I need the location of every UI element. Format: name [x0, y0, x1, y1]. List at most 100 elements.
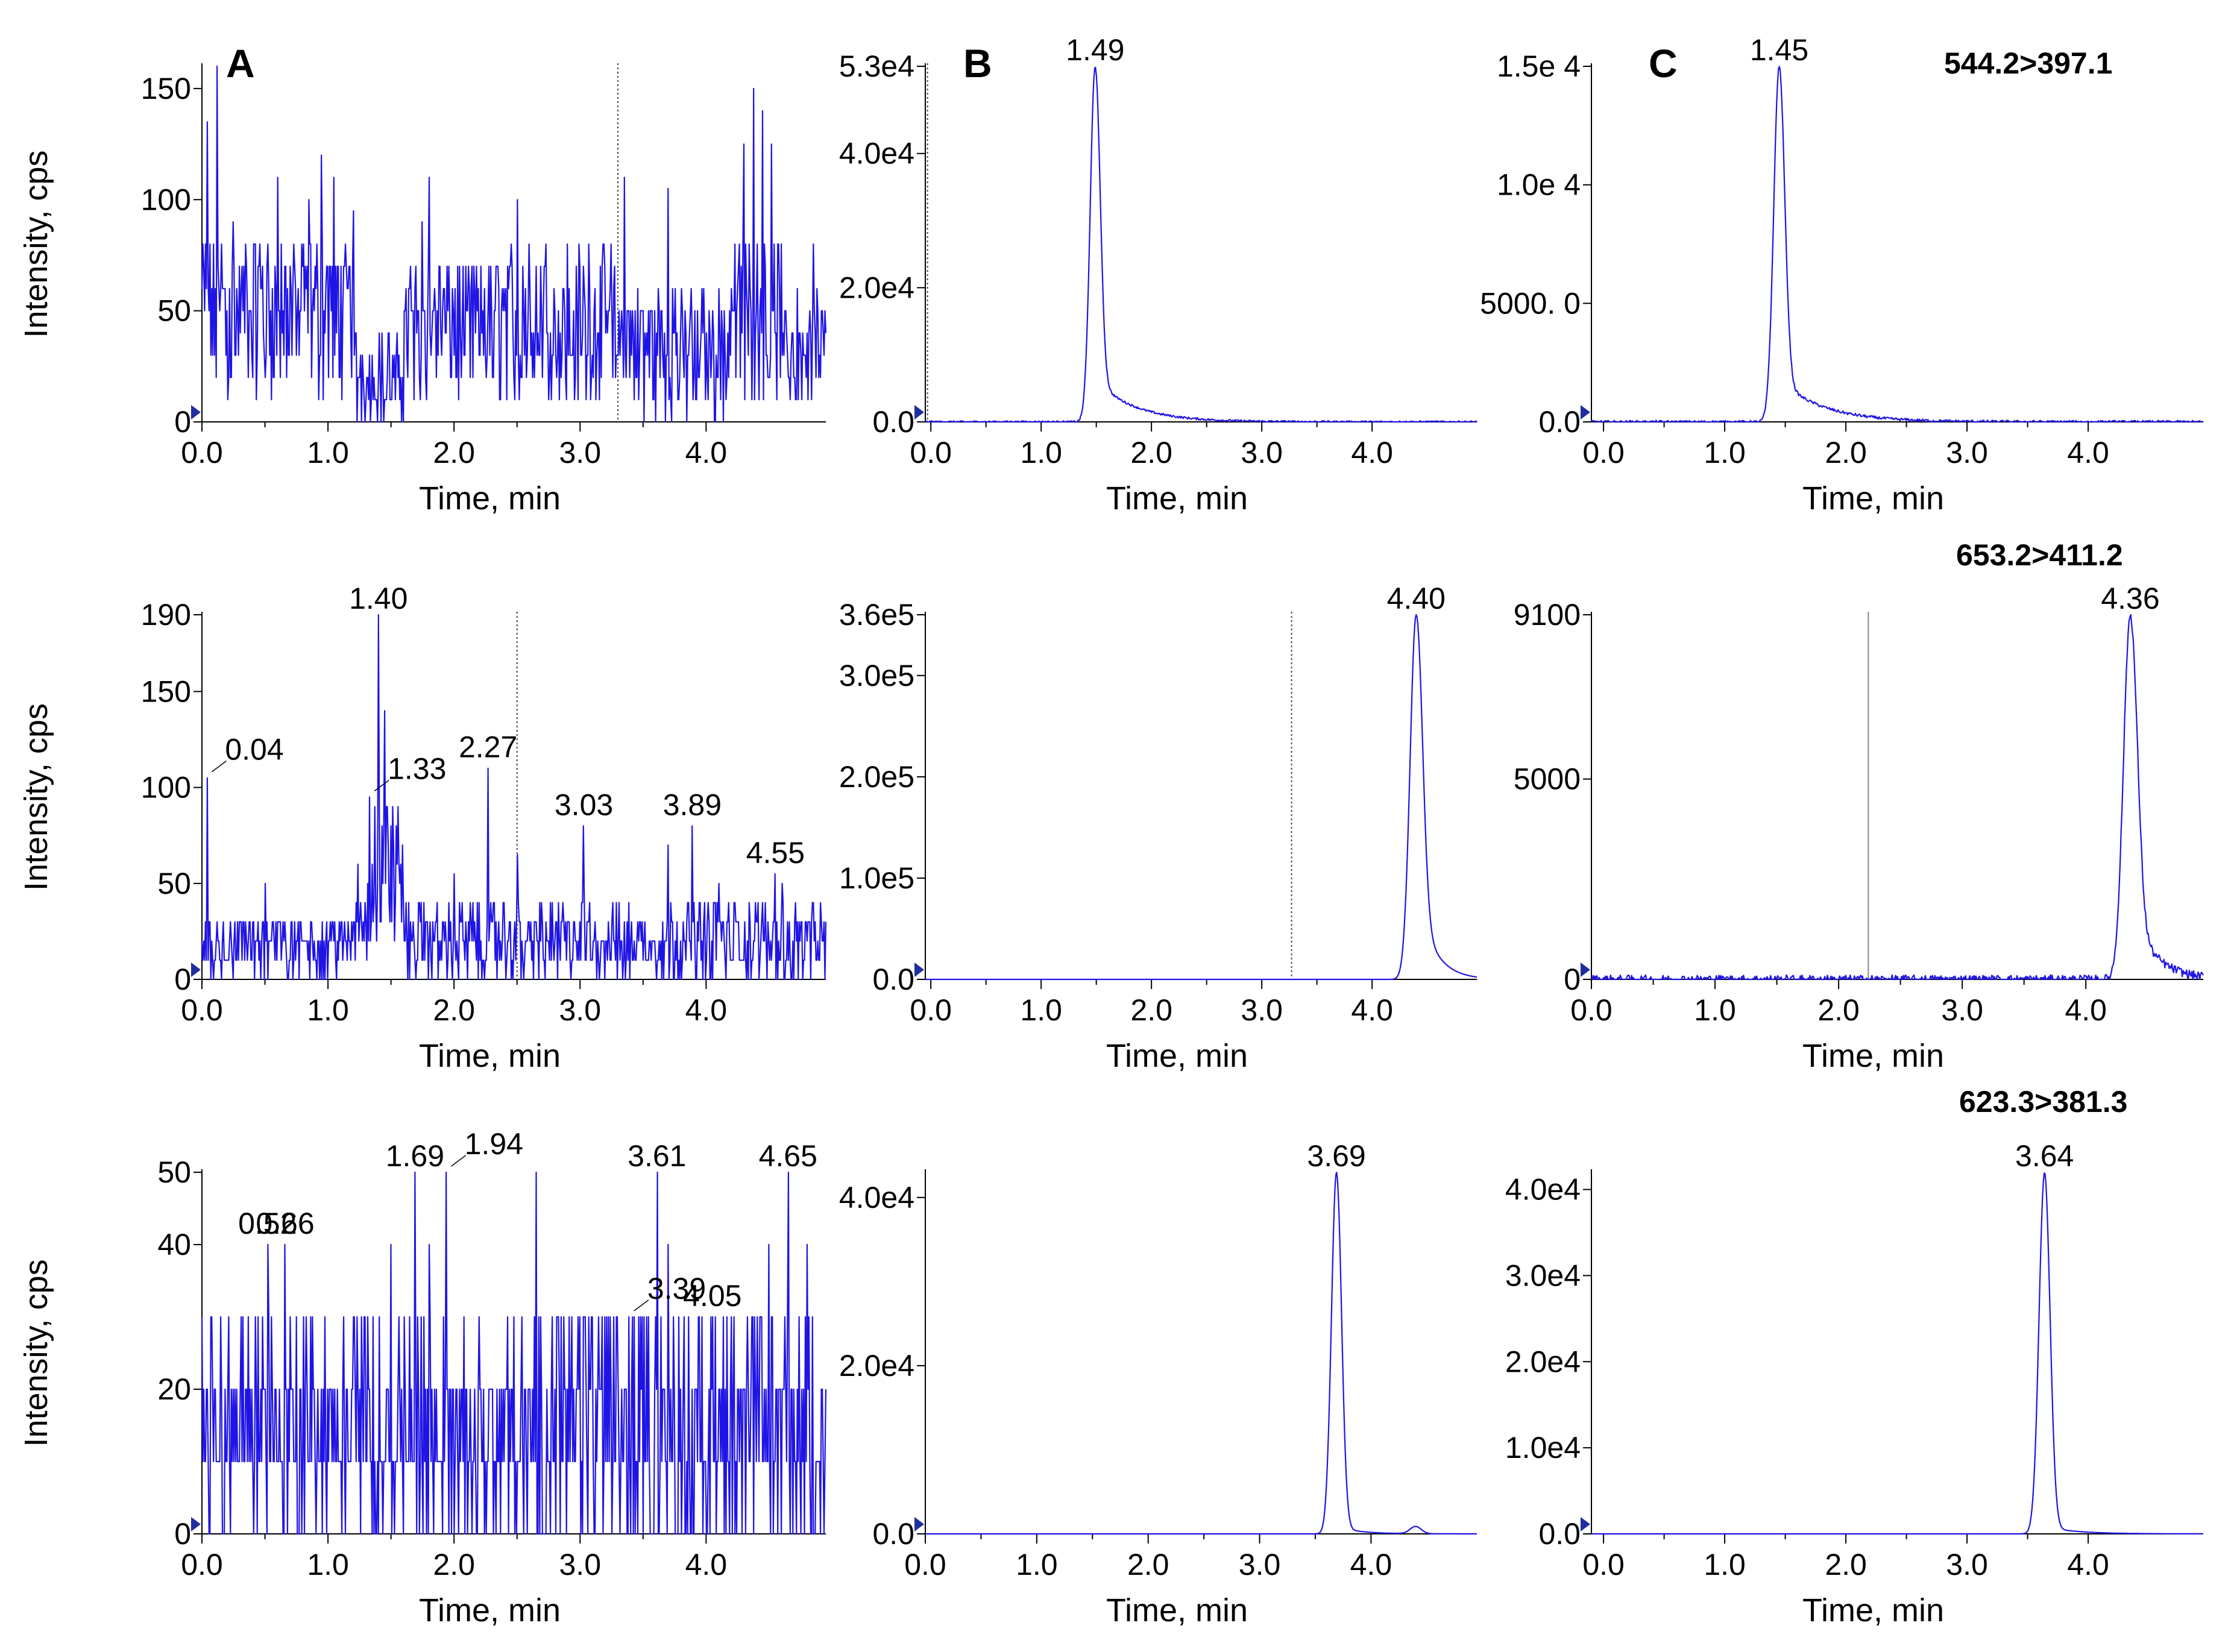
- series-line-r0c0: [201, 65, 827, 423]
- baseline-marker-r0c0: [191, 405, 201, 419]
- peak-leader-line: [374, 779, 389, 792]
- y-tick-label: 50: [157, 294, 191, 328]
- y-tick-label: 100: [141, 771, 191, 805]
- x-tick-label: 0.0: [904, 1548, 946, 1581]
- series-line-r1c2: [1591, 614, 2204, 981]
- peak-label: 0.52: [238, 1207, 297, 1240]
- y-tick-label: 0.0: [1538, 1517, 1581, 1551]
- y-tick-label: 5000. 0: [1480, 286, 1581, 320]
- baseline-marker-r1c2: [1581, 963, 1590, 977]
- x-tick-label: 4.0: [2067, 1548, 2109, 1581]
- x-tick-label: 1.0: [1704, 1548, 1746, 1581]
- peak-leader-line: [211, 761, 227, 773]
- y-tick-label: 2.0e5: [839, 760, 914, 794]
- x-tick-label: 2.0: [1817, 993, 1860, 1027]
- x-tick-label: 4.0: [1351, 993, 1393, 1027]
- peak-label: 0.04: [225, 733, 283, 767]
- x-axis-title: Time, min: [1106, 480, 1248, 517]
- peak-label: 1.94: [465, 1127, 523, 1161]
- y-tick-label: 2.0e4: [839, 1349, 914, 1383]
- x-tick-label: 0.0: [181, 436, 223, 470]
- peak-label: 0.66: [256, 1207, 314, 1240]
- series-line-r0c2: [1591, 66, 2204, 423]
- y-tick-label: 5000: [1514, 762, 1581, 796]
- x-tick-label: 1.0: [1694, 993, 1736, 1027]
- x-tick-label: 4.0: [685, 993, 728, 1027]
- x-tick-label: 3.0: [1241, 993, 1283, 1027]
- x-axis-title: Time, min: [1802, 480, 1944, 517]
- peak-label: 4.65: [759, 1139, 817, 1173]
- peak-leader-line: [451, 1155, 467, 1167]
- peak-leader-line: [634, 1299, 649, 1311]
- peak-label: 4.40: [1387, 582, 1446, 615]
- x-tick-label: 3.0: [559, 993, 602, 1027]
- peak-label: 1.40: [349, 582, 407, 615]
- peak-label: 1.69: [386, 1139, 444, 1173]
- y-tick-label: 0.0: [1538, 405, 1581, 439]
- x-axis-title: Time, min: [1802, 1592, 1944, 1628]
- x-tick-label: 1.0: [307, 1548, 349, 1581]
- peak-label: 3.64: [2015, 1139, 2074, 1173]
- x-tick-label: 1.0: [307, 436, 349, 470]
- peak-label: 4.05: [683, 1279, 741, 1313]
- y-tick-label: 9100: [1514, 598, 1581, 632]
- baseline-marker-r0c1: [914, 405, 924, 419]
- panel-letter-b: B: [963, 41, 992, 86]
- y-tick-label: 3.0e5: [839, 659, 914, 693]
- y-tick-label: 150: [141, 674, 191, 708]
- peak-label: 3.39: [647, 1272, 706, 1305]
- x-tick-label: 2.0: [1825, 1548, 1867, 1581]
- x-tick-label: 4.0: [1351, 436, 1393, 470]
- peak-label: 1.33: [388, 752, 446, 786]
- peak-label: 2.27: [459, 730, 517, 764]
- y-tick-label: 3.6e5: [839, 598, 914, 632]
- x-tick-label: 3.0: [1946, 436, 1988, 470]
- x-axis-title: Time, min: [1106, 1592, 1248, 1628]
- y-tick-label: 0: [174, 963, 191, 996]
- x-tick-label: 3.0: [559, 436, 602, 470]
- x-tick-label: 4.0: [685, 436, 728, 470]
- y-tick-label: 0: [1564, 963, 1581, 996]
- y-tick-label: 150: [141, 72, 191, 105]
- baseline-marker-r0c2: [1581, 405, 1590, 419]
- y-tick-label: 3.0e4: [1505, 1258, 1581, 1292]
- y-axis-title: Intensity, cps: [18, 1259, 54, 1446]
- x-axis-title: Time, min: [1802, 1038, 1944, 1074]
- x-axis-title: Time, min: [419, 1592, 561, 1628]
- series-line-r2c1: [925, 1172, 1477, 1535]
- y-tick-label: 5.3e4: [839, 49, 914, 83]
- x-tick-label: 2.0: [433, 1548, 475, 1581]
- y-tick-label: 20: [157, 1372, 191, 1406]
- x-tick-label: 1.0: [1016, 1548, 1058, 1581]
- panel-letter-c: C: [1649, 41, 1678, 86]
- x-tick-label: 2.0: [1130, 993, 1172, 1027]
- series-line-r0c1: [925, 66, 1477, 423]
- baseline-marker-r1c1: [914, 963, 924, 977]
- y-tick-label: 0: [174, 1517, 191, 1551]
- x-tick-label: 4.0: [2065, 993, 2107, 1027]
- x-tick-label: 3.0: [1946, 1548, 1988, 1581]
- x-tick-label: 0.0: [1582, 436, 1625, 470]
- series-line-r1c1: [925, 614, 1477, 981]
- y-tick-label: 50: [157, 1155, 191, 1189]
- x-tick-label: 3.0: [559, 1548, 602, 1581]
- y-tick-label: 0.0: [872, 1517, 914, 1551]
- x-tick-label: 2.0: [433, 436, 475, 470]
- peak-label: 3.89: [663, 788, 722, 821]
- transition-label-1: 544.2>397.1: [1944, 46, 2112, 80]
- baseline-marker-r1c0: [191, 963, 201, 977]
- peak-label: 1.49: [1066, 33, 1124, 67]
- x-tick-label: 0.0: [1582, 1548, 1625, 1581]
- x-tick-label: 0.0: [910, 436, 952, 470]
- peak-label: 4.55: [746, 836, 805, 870]
- y-axis-title: Intensity, cps: [18, 703, 54, 891]
- panel-letter-a: A: [226, 41, 255, 86]
- y-tick-label: 1.0e4: [1505, 1431, 1581, 1465]
- y-tick-label: 2.0e4: [1505, 1345, 1581, 1378]
- peak-label: 4.36: [2101, 582, 2159, 615]
- y-tick-label: 0.0: [872, 963, 914, 996]
- x-tick-label: 4.0: [1350, 1548, 1392, 1581]
- y-tick-label: 2.0e4: [839, 271, 914, 304]
- baseline-marker-r2c1: [914, 1517, 924, 1531]
